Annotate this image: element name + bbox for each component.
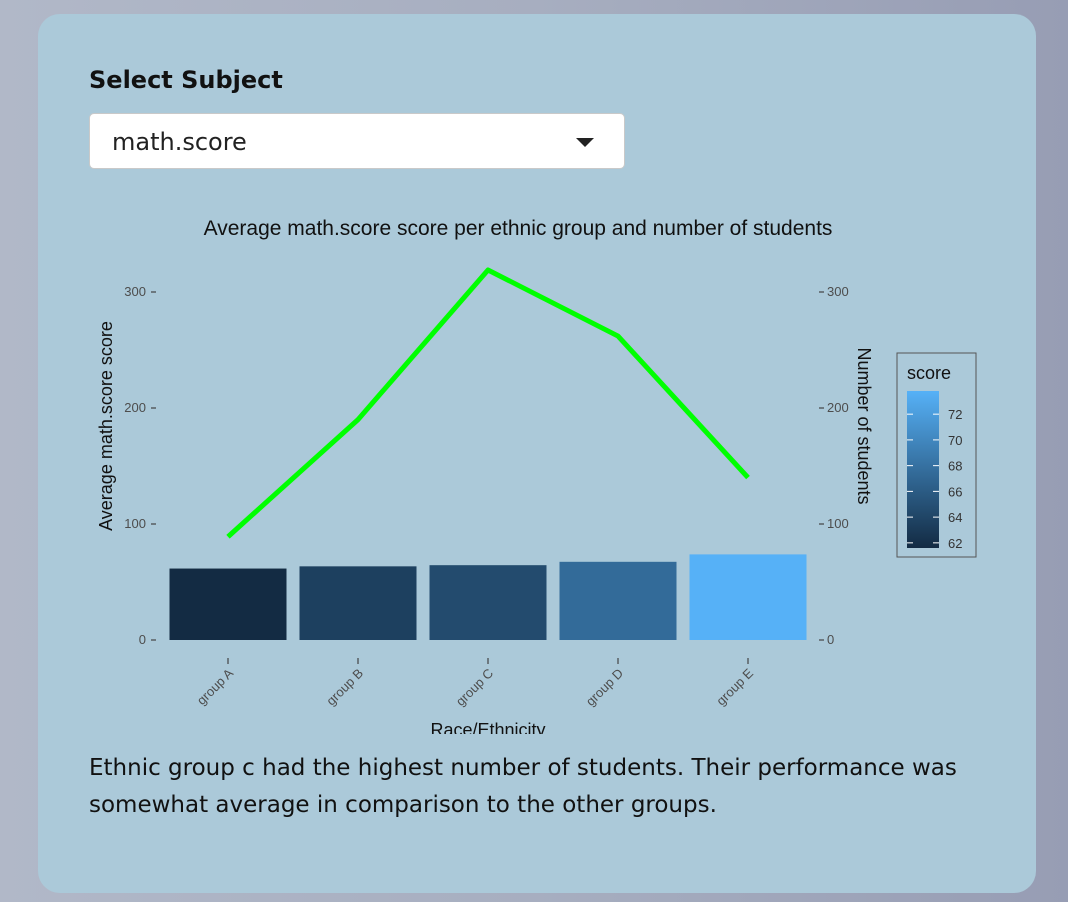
legend-tick-label: 66 — [948, 484, 962, 499]
x-tick-label: group C — [453, 666, 496, 709]
x-axis-label: Race/Ethnicity — [430, 720, 545, 734]
y2-tick-label: 100 — [827, 516, 849, 531]
chevron-down-icon[interactable] — [576, 138, 594, 147]
legend-tick-label: 72 — [948, 407, 962, 422]
bar-group-b — [299, 566, 417, 640]
bar-group-a — [169, 568, 287, 640]
y-tick-label: 300 — [124, 284, 146, 299]
bar-group-e — [689, 554, 807, 640]
y2-tick-label: 300 — [827, 284, 849, 299]
legend-title: score — [907, 363, 951, 383]
subject-panel: Select Subject math.score Average math.s… — [38, 14, 1036, 893]
chart-caption: Ethnic group c had the highest number of… — [89, 755, 957, 818]
y-tick-label: 100 — [124, 516, 146, 531]
legend: score 62 64 66 68 70 72 — [896, 352, 977, 558]
legend-colorbar — [907, 391, 939, 548]
x-tick-label: group E — [713, 665, 756, 708]
students-count-line — [226, 267, 750, 539]
y-tick-label: 200 — [124, 400, 146, 415]
select-subject-label: Select Subject — [89, 66, 283, 94]
bar-group-c — [429, 565, 547, 640]
legend-tick-label: 62 — [948, 536, 962, 551]
x-tick-label: group B — [323, 666, 366, 709]
y2-tick-label: 200 — [827, 400, 849, 415]
y-axis-label: Average math.score score — [96, 321, 116, 531]
y2-tick-label: 0 — [827, 632, 834, 647]
legend-tick-label: 64 — [948, 510, 962, 525]
x-tick-label: group A — [194, 665, 237, 708]
subject-select-value: math.score — [112, 128, 247, 156]
y2-axis-label: Number of students — [854, 347, 874, 504]
bar-group-d — [559, 561, 677, 640]
subject-select[interactable]: math.score — [89, 113, 625, 169]
y-tick-label: 0 — [139, 632, 146, 647]
chart-title: Average math.score score per ethnic grou… — [204, 217, 833, 240]
legend-tick-label: 68 — [948, 459, 962, 474]
x-tick-label: group D — [583, 666, 626, 709]
score-chart: Average math.score score per ethnic grou… — [96, 217, 977, 734]
legend-tick-label: 70 — [948, 433, 962, 448]
